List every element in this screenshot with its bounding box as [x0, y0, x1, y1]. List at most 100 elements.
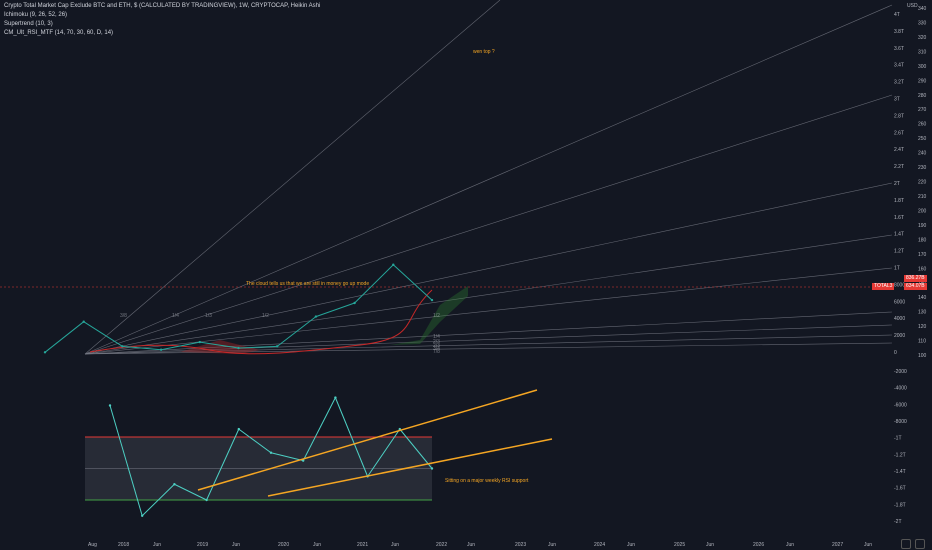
rsi-tick-label: -1T: [894, 436, 902, 442]
price-tick-label: 2T: [894, 181, 900, 187]
rsi-trendline-lower: [267, 438, 553, 497]
time-tick-label: Jun: [864, 542, 872, 548]
price-point: [159, 348, 163, 351]
fan-line-7: [84, 324, 893, 355]
settings-gear-icon[interactable]: [901, 539, 911, 549]
time-tick-label: 2027: [832, 542, 843, 548]
time-tick-label: 2023: [515, 542, 526, 548]
rsi-panel: [85, 389, 553, 517]
price-segment: [315, 302, 355, 318]
annotation-rsi-support: Sitting on a major weekly RSI support: [445, 478, 529, 484]
price-segment: [392, 264, 433, 301]
rsi-tick-label: -6000: [894, 402, 907, 408]
rsi-tick-label: -2000: [894, 369, 907, 375]
price-tick-label: 1T: [894, 266, 900, 272]
fan-scale-label: 240: [918, 151, 927, 157]
rsi-tick-label: -4000: [894, 386, 907, 392]
time-axis: Aug 2018 Jun 2019 Jun 2020 Jun 2021 Jun 2022 Jun 20…: [88, 542, 872, 548]
fan-line-3: [84, 182, 893, 355]
fib-fan-lines: [0, 0, 893, 355]
fan-scale-label: 310: [918, 49, 927, 55]
fan-scale-label: 110: [918, 339, 926, 345]
fan-line-9: [84, 342, 893, 355]
time-tick-label: 2025: [674, 542, 685, 548]
price-segment: [199, 341, 239, 349]
price-segment: [354, 264, 394, 304]
fan-line-4: [84, 234, 893, 355]
rsi-axis: -2000 -4000 -6000 -8000 -1T -1.2T -1.4T -1.6T -1…: [894, 369, 907, 525]
fan-line-1: [84, 4, 893, 355]
rsi-point: [269, 451, 273, 454]
fan-scale-label: 230: [918, 165, 927, 171]
fan-ratio-label: 1/2: [262, 313, 269, 319]
price-segment: [83, 321, 123, 347]
price-tick-label: 1.8T: [894, 198, 904, 204]
scale-auto-icon[interactable]: [915, 539, 925, 549]
fan-scale-label: 190: [918, 223, 927, 229]
price-tick-label: 2.6T: [894, 130, 904, 136]
price-tick-label: 3.4T: [894, 63, 904, 69]
chart-title: Crypto Total Market Cap Exclude BTC and …: [4, 3, 321, 9]
price-tick-label: 2.2T: [894, 164, 904, 170]
indicator-rsi[interactable]: CM_Ult_RSI_MTF (14, 70, 30, 60, D, 14): [4, 30, 114, 36]
fan-scale-label: 200: [918, 208, 927, 214]
time-tick-label: Aug: [88, 542, 97, 548]
fan-scale-label: 280: [918, 93, 927, 99]
ichimoku-cloud-green: [390, 286, 468, 345]
fan-line-0: [84, 0, 501, 355]
price-tick-label: 3T: [894, 97, 900, 103]
fan-scale-label: 160: [918, 266, 927, 272]
price-tick-label: 3.6T: [894, 46, 904, 52]
price-point: [276, 345, 279, 348]
price-axis: 4T 3.8T 3.6T 3.4T 3.2T 3T 2.8T 2.6T 2.4T 2.2T 2T 1.…: [894, 12, 905, 356]
fan-scale-label: 340: [918, 6, 927, 12]
fan-ratio-label: 7/8: [433, 349, 440, 355]
supertrend-line: [89, 289, 433, 355]
time-tick-label: 2018: [118, 542, 129, 548]
price-point: [314, 315, 318, 318]
time-tick-label: Jun: [153, 542, 161, 548]
rsi-point: [173, 483, 176, 486]
price-tick-label: 0: [894, 350, 897, 356]
fan-ratio-label: 3/4: [433, 346, 440, 352]
rsi-trendline-upper: [197, 389, 538, 491]
price-segment: [122, 345, 162, 351]
price-tick-label: 6000: [894, 299, 905, 305]
fan-scale-label: 330: [918, 20, 927, 26]
price-tick-label: 4T: [894, 12, 900, 18]
price-point: [43, 351, 47, 354]
indicator-supertrend[interactable]: Supertrend (10, 3): [4, 21, 53, 27]
price-badge: 634.07B: [904, 283, 927, 290]
rsi-point: [334, 396, 337, 399]
currency-label[interactable]: USD: [907, 3, 918, 9]
target-price-badge: 836.27B: [904, 275, 927, 282]
fan-line-8: [84, 334, 893, 355]
time-tick-label: Jun: [627, 542, 635, 548]
price-point: [198, 340, 201, 344]
rsi-tick-label: -8000: [894, 419, 907, 425]
indicator-ichimoku[interactable]: Ichimoku (9, 26, 52, 26): [4, 12, 68, 18]
price-segment: [161, 341, 200, 351]
rsi-segment: [206, 428, 240, 501]
rsi-tick-label: -1.6T: [894, 486, 906, 492]
rsi-tick-label: -2T: [894, 519, 902, 525]
rsi-point: [205, 498, 208, 502]
time-tick-label: Jun: [786, 542, 794, 548]
rsi-segment: [334, 397, 369, 477]
fan-scale-label: 170: [918, 252, 927, 258]
rsi-point: [430, 467, 434, 470]
rsi-segment: [141, 483, 175, 517]
rsi-segment: [109, 405, 143, 516]
price-tick-label: 1.4T: [894, 232, 904, 238]
annotation-wen-top: wen top ?: [473, 49, 495, 55]
fan-ratio-label: 1/2: [433, 313, 440, 319]
time-tick-label: Jun: [706, 542, 714, 548]
fan-ratio-label: 1/4: [172, 313, 179, 319]
rsi-tick-label: -1.4T: [894, 469, 906, 475]
rsi-tick-label: -1.8T: [894, 502, 906, 508]
symbol-badge: TOTAL3: [872, 283, 895, 290]
price-tick-label: 2.4T: [894, 147, 904, 153]
fan-line-5: [84, 267, 893, 355]
fan-ratio-label: 1/4: [433, 334, 440, 340]
